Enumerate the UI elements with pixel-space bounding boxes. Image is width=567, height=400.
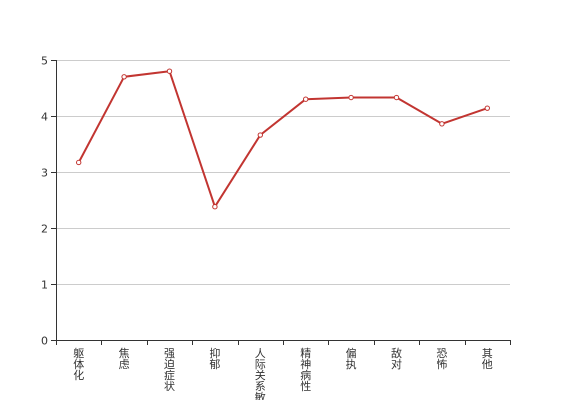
data-point[interactable] bbox=[76, 159, 82, 166]
axes bbox=[56, 60, 510, 341]
data-point[interactable] bbox=[121, 74, 127, 80]
data-point[interactable] bbox=[212, 204, 218, 210]
series-line bbox=[77, 70, 488, 208]
x-tick-label: 抑郁 bbox=[209, 346, 220, 371]
y-tick-label: 4 bbox=[41, 111, 48, 124]
y-tick-label: 1 bbox=[41, 279, 48, 292]
y-axis-ticks: 0 1 2 3 4 5 bbox=[41, 55, 56, 348]
x-tick-label: 恐怖 bbox=[436, 347, 447, 371]
data-point[interactable] bbox=[166, 68, 173, 74]
x-axis-ticks: 躯体化 焦虑 强迫症状 抑郁 人际关系敏感 精神病性 偏执 敌对 恐怖 其他 bbox=[56, 340, 511, 400]
data-point[interactable] bbox=[348, 94, 354, 101]
y-tick-label: 5 bbox=[41, 55, 48, 68]
x-tick-label: 其他 bbox=[482, 347, 493, 371]
data-point[interactable] bbox=[257, 132, 263, 138]
data-point[interactable] bbox=[303, 96, 309, 102]
data-point[interactable] bbox=[393, 94, 400, 101]
y-tick-label: 3 bbox=[41, 167, 48, 180]
y-tick-label: 0 bbox=[41, 335, 48, 348]
y-tick-label: 2 bbox=[41, 223, 48, 236]
data-point[interactable] bbox=[484, 105, 490, 111]
x-tick-label: 敌对 bbox=[391, 346, 402, 371]
x-tick-label: 强迫症状 bbox=[164, 347, 175, 393]
x-tick-label: 躯体化 bbox=[73, 347, 84, 382]
series-layer bbox=[76, 68, 490, 210]
data-point[interactable] bbox=[439, 121, 445, 127]
grid-lines bbox=[56, 60, 510, 285]
x-tick-label: 焦虑 bbox=[119, 347, 130, 371]
x-tick-label: 人际关系敏感 bbox=[255, 347, 266, 400]
x-tick-label: 精神病性 bbox=[300, 347, 311, 393]
x-tick-label: 偏执 bbox=[346, 346, 357, 371]
